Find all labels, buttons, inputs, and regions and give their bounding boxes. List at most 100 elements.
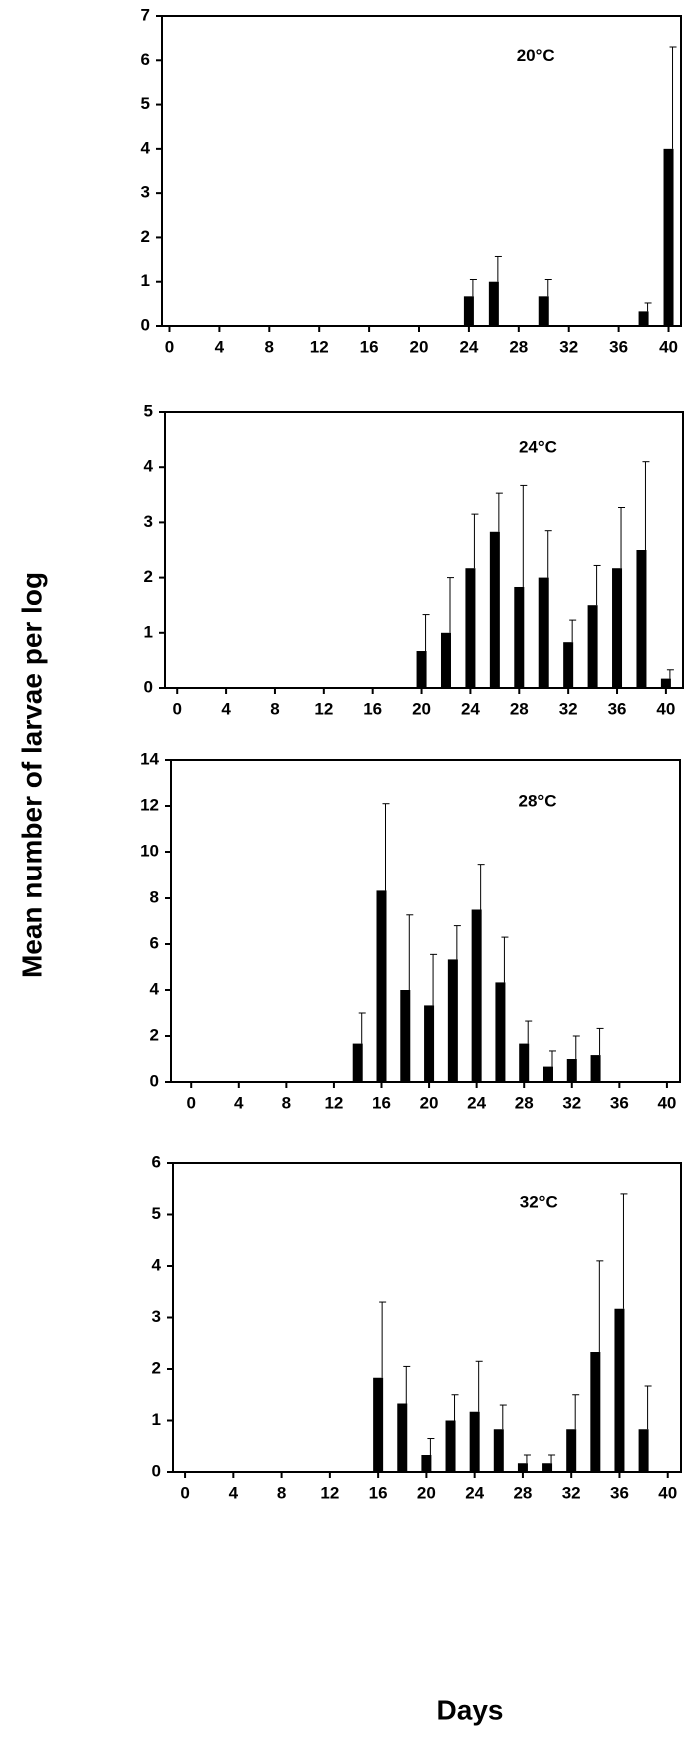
error-bar xyxy=(453,925,461,960)
y-tick-label: 8 xyxy=(150,887,159,906)
error-bar xyxy=(358,1012,366,1044)
x-tick-label: 32 xyxy=(559,699,578,718)
error-bar xyxy=(644,302,652,312)
y-tick-label: 1 xyxy=(152,1410,161,1429)
bar xyxy=(542,1066,553,1082)
error-bar xyxy=(451,1394,459,1421)
y-tick-label: 10 xyxy=(140,841,159,860)
y-tick-label: 2 xyxy=(144,567,153,586)
annotation: 32°C xyxy=(520,1193,558,1212)
x-tick-label: 4 xyxy=(229,1483,239,1502)
x-tick-label: 0 xyxy=(186,1093,195,1112)
x-tick-label: 32 xyxy=(559,337,578,356)
x-tick-label: 8 xyxy=(277,1483,286,1502)
bar xyxy=(519,1043,530,1082)
error-bar xyxy=(525,1020,533,1044)
bar xyxy=(563,642,574,688)
y-tick-label: 4 xyxy=(152,1255,162,1274)
x-tick-label: 4 xyxy=(221,699,231,718)
x-tick-label: 4 xyxy=(234,1093,244,1112)
error-bar xyxy=(403,1365,411,1404)
error-bar xyxy=(669,46,677,149)
bar xyxy=(471,909,482,1082)
y-tick-label: 5 xyxy=(152,1204,161,1223)
error-bar xyxy=(427,1438,435,1456)
bar xyxy=(590,1352,601,1472)
x-tick-label: 36 xyxy=(608,699,627,718)
bar xyxy=(493,1429,504,1472)
x-tick-label: 12 xyxy=(320,1483,339,1502)
error-bar xyxy=(572,1394,580,1430)
x-tick-label: 36 xyxy=(610,1483,629,1502)
x-tick-label: 8 xyxy=(265,337,274,356)
annotation: 28°C xyxy=(518,791,556,810)
y-tick-label: 3 xyxy=(141,183,150,202)
bar xyxy=(421,1455,432,1472)
bar xyxy=(614,1308,625,1472)
error-bar xyxy=(495,492,503,532)
y-tick-label: 2 xyxy=(150,1025,159,1044)
bar xyxy=(416,651,427,688)
x-tick-label: 40 xyxy=(659,337,678,356)
x-tick-label: 20 xyxy=(417,1483,436,1502)
x-tick-label: 28 xyxy=(509,337,528,356)
error-bar xyxy=(446,577,454,633)
error-bar xyxy=(471,513,479,569)
x-tick-label: 28 xyxy=(510,699,529,718)
bar xyxy=(376,890,387,1082)
x-tick-label: 24 xyxy=(467,1093,486,1112)
x-tick-label: 20 xyxy=(412,699,431,718)
bar xyxy=(488,281,499,326)
x-tick-label: 36 xyxy=(610,1093,629,1112)
y-tick-label: 6 xyxy=(141,50,150,69)
bar xyxy=(660,678,671,688)
bar xyxy=(397,1403,408,1472)
x-tick-label: 16 xyxy=(363,699,382,718)
bar xyxy=(636,550,647,688)
x-tick-label: 20 xyxy=(410,337,429,356)
x-tick-label: 16 xyxy=(369,1483,388,1502)
error-bar xyxy=(569,619,577,643)
error-bar xyxy=(644,1385,652,1430)
bar xyxy=(663,148,674,326)
annotation: 24°C xyxy=(519,437,557,456)
y-tick-label: 1 xyxy=(144,622,153,641)
y-tick-label: 12 xyxy=(140,795,159,814)
x-tick-label: 20 xyxy=(420,1093,439,1112)
y-tick-label: 4 xyxy=(150,979,160,998)
bar xyxy=(590,1055,601,1082)
bar xyxy=(440,632,451,688)
error-bar xyxy=(593,564,601,606)
y-tick-label: 0 xyxy=(144,677,153,696)
error-bar xyxy=(379,1301,387,1378)
y-tick-label: 4 xyxy=(141,138,151,157)
bar xyxy=(352,1043,363,1082)
x-tick-label: 12 xyxy=(310,337,329,356)
error-bar xyxy=(494,255,502,282)
y-tick-label: 2 xyxy=(141,227,150,246)
x-tick-label: 0 xyxy=(165,337,174,356)
error-bar xyxy=(406,914,414,990)
error-bar xyxy=(430,953,438,1006)
x-tick-label: 40 xyxy=(657,1093,676,1112)
bar xyxy=(489,531,500,688)
y-tick-label: 6 xyxy=(150,933,159,952)
bar xyxy=(463,296,474,326)
x-tick-label: 40 xyxy=(658,1483,677,1502)
y-tick-label: 0 xyxy=(150,1071,159,1090)
error-bar xyxy=(548,1454,556,1464)
bar xyxy=(495,982,506,1082)
x-tick-label: 12 xyxy=(314,699,333,718)
y-tick-label: 5 xyxy=(141,94,150,113)
bar xyxy=(566,1059,577,1082)
bar xyxy=(514,586,525,688)
x-tick-label: 16 xyxy=(360,337,379,356)
bar xyxy=(465,568,476,688)
y-tick-label: 0 xyxy=(152,1461,161,1480)
error-bar xyxy=(544,530,552,578)
error-bar xyxy=(544,279,552,297)
x-tick-label: 16 xyxy=(372,1093,391,1112)
x-tick-label: 24 xyxy=(459,337,478,356)
error-bar xyxy=(477,864,485,910)
bar xyxy=(469,1411,480,1472)
